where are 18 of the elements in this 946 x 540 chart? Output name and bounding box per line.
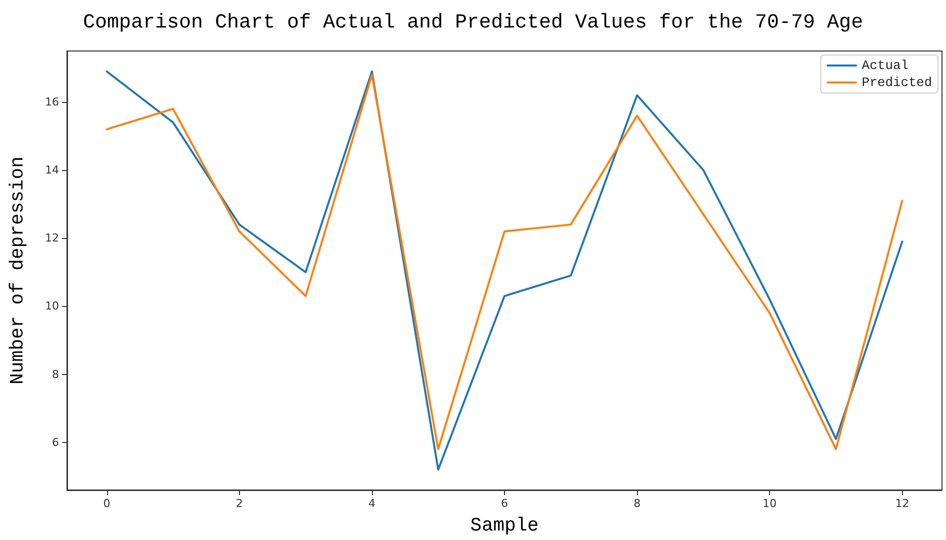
x-tick-label: 12 [895,497,910,510]
x-tick-label: 8 [634,497,641,510]
x-axis-title: Sample [470,514,539,536]
legend-label: Actual [862,58,909,73]
x-tick-label: 2 [236,497,243,510]
y-tick-label: 8 [52,368,59,381]
x-tick-label: 4 [368,497,376,510]
y-tick-label: 6 [52,436,59,449]
y-tick-label: 10 [45,300,59,313]
y-axis-title: Number of depression [6,156,28,385]
legend-label: Predicted [862,75,932,90]
y-tick-label: 12 [45,232,59,245]
x-tick-label: 10 [762,497,777,510]
y-tick-label: 16 [45,96,59,109]
x-tick-label: 6 [501,497,508,510]
x-tick-label: 0 [103,497,110,510]
y-tick-label: 14 [45,164,59,177]
chart-title: Comparison Chart of Actual and Predicted Values for the 70-79 Age [82,12,864,34]
